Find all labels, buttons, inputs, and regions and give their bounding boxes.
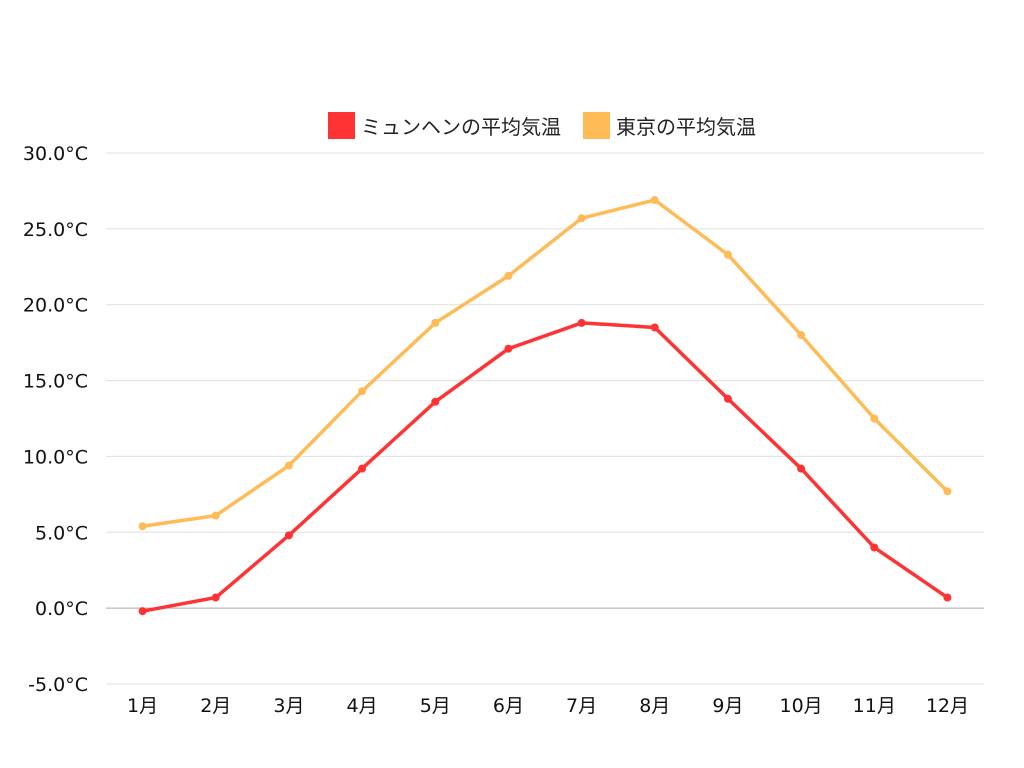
data-point [943, 487, 952, 496]
data-point [358, 464, 367, 473]
x-tick-label: 7月 [566, 695, 597, 717]
legend-item-munich[interactable]: ミュンヘンの平均気温 [328, 111, 561, 140]
x-tick-label: 12月 [926, 695, 969, 717]
data-point [723, 250, 732, 259]
data-point [797, 464, 806, 473]
x-tick-label: 11月 [853, 695, 896, 717]
y-tick-label: 0.0°C [35, 598, 88, 620]
x-tick-label: 10月 [779, 695, 822, 717]
data-point [870, 414, 879, 423]
data-point [577, 214, 586, 223]
data-point [431, 318, 440, 327]
y-tick-label: 5.0°C [35, 522, 88, 544]
data-point [650, 196, 659, 205]
legend-label-tokyo: 東京の平均気温 [616, 115, 756, 139]
data-point [577, 318, 586, 327]
x-tick-label: 8月 [639, 695, 670, 717]
y-tick-label: 15.0°C [23, 371, 88, 393]
data-point [211, 593, 220, 602]
x-tick-label: 6月 [493, 695, 524, 717]
data-point [211, 511, 220, 520]
legend: ミュンヘンの平均気温 東京の平均気温 [0, 111, 1024, 140]
data-point [431, 397, 440, 406]
data-point [504, 271, 513, 280]
data-point [504, 344, 513, 353]
y-tick-label: 30.0°C [23, 143, 88, 165]
x-tick-label: 9月 [712, 695, 743, 717]
legend-swatch-munich [328, 112, 355, 139]
x-tick-label: 5月 [420, 695, 451, 717]
x-tick-label: 4月 [347, 695, 378, 717]
series-line [142, 198, 949, 528]
data-point [358, 387, 367, 396]
data-point [138, 522, 147, 531]
y-tick-label: 10.0°C [23, 446, 88, 468]
data-point [723, 394, 732, 403]
data-point [284, 461, 293, 470]
data-point [870, 543, 879, 552]
x-tick-label: 2月 [200, 695, 231, 717]
data-point [797, 331, 806, 340]
y-tick-label: 20.0°C [23, 295, 88, 317]
data-point [138, 607, 147, 616]
legend-item-tokyo[interactable]: 東京の平均気温 [583, 111, 756, 140]
data-point [650, 323, 659, 332]
legend-label-munich: ミュンヘンの平均気温 [361, 115, 561, 139]
y-tick-label: -5.0°C [28, 674, 88, 696]
data-point [284, 531, 293, 540]
x-tick-label: 1月 [127, 695, 158, 717]
y-tick-label: 25.0°C [23, 219, 88, 241]
legend-swatch-tokyo [583, 112, 610, 139]
x-tick-label: 3月 [273, 695, 304, 717]
series-line [142, 321, 949, 613]
data-point [943, 593, 952, 602]
